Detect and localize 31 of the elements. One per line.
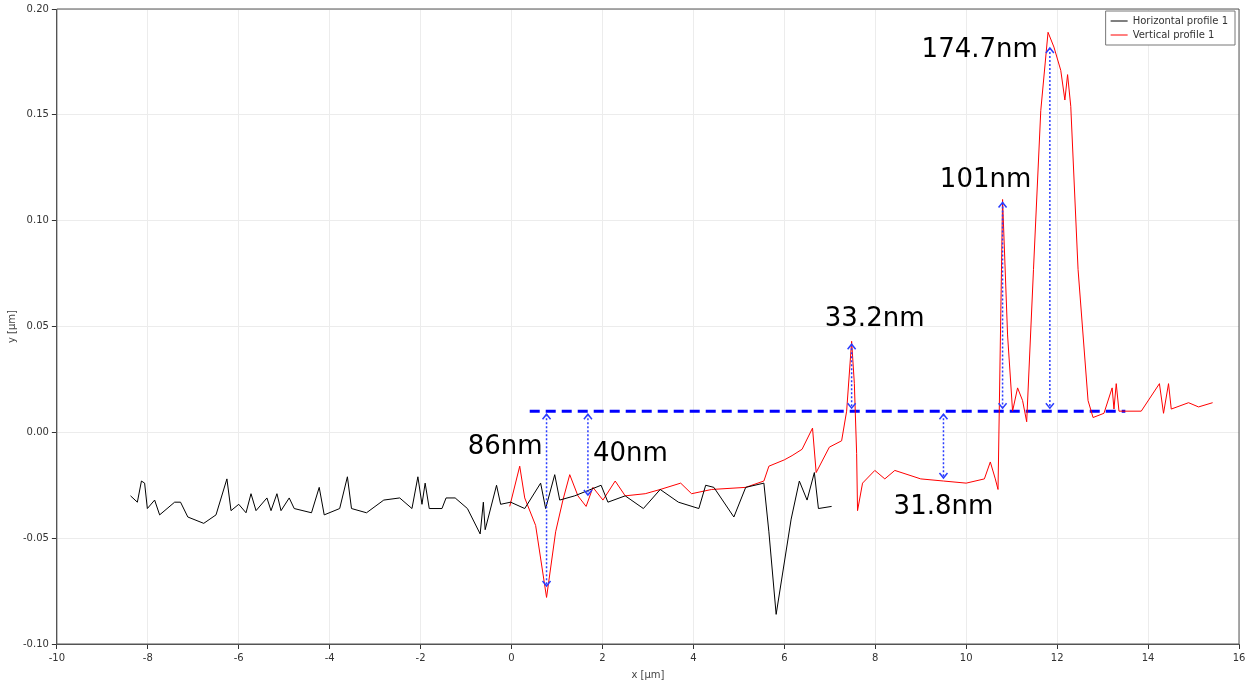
x-tick-label: -8: [142, 651, 153, 663]
x-tick-label: 2: [599, 651, 606, 663]
annotation: 40nm: [592, 436, 668, 467]
legend-label: Vertical profile 1: [1132, 28, 1215, 40]
annotation: 33.2nm: [824, 302, 925, 333]
legend-label: Horizontal profile 1: [1132, 14, 1229, 26]
x-tick-label: 8: [872, 651, 879, 663]
y-tick-label: 0.15: [26, 108, 49, 120]
x-tick-label: -6: [233, 651, 244, 663]
x-tick-label: 12: [1050, 651, 1064, 663]
y-axis-title: y [µm]: [5, 309, 17, 344]
x-tick-label: -10: [48, 651, 66, 663]
x-tick-label: 14: [1141, 651, 1155, 663]
x-tick-label: 10: [959, 651, 973, 663]
x-tick-label: -2: [415, 651, 426, 663]
annotation: 174.7nm: [921, 32, 1038, 63]
annotation: 31.8nm: [893, 489, 994, 520]
y-tick-label: 0.10: [26, 214, 49, 226]
y-tick-label: -0.05: [23, 531, 49, 543]
x-tick-label: 16: [1232, 651, 1246, 663]
x-tick-label: 0: [508, 651, 515, 663]
y-tick-label: 0.05: [26, 320, 49, 332]
annotation: 86nm: [467, 429, 543, 460]
y-tick-label: -0.10: [23, 637, 49, 649]
y-tick-label: 0.20: [26, 2, 49, 14]
x-axis-title: x [µm]: [631, 668, 665, 680]
x-tick-label: -4: [324, 651, 335, 663]
y-tick-label: 0.00: [26, 425, 49, 437]
x-tick-label: 6: [781, 651, 788, 663]
annotation: 101nm: [939, 163, 1032, 194]
x-tick-label: 4: [690, 651, 697, 663]
